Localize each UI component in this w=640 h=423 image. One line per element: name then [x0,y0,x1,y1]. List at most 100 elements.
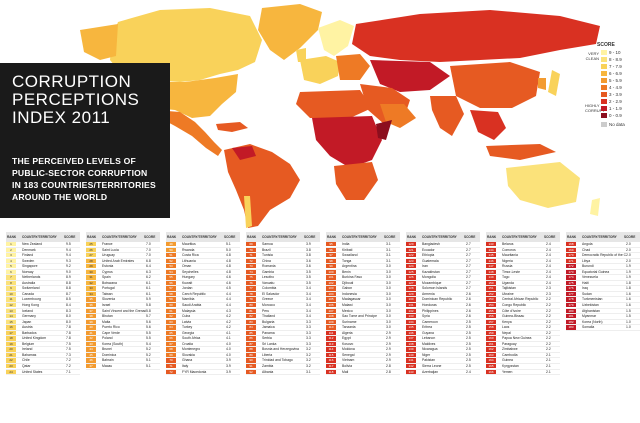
country-cell: Slovakia [182,352,195,357]
rank-cell: 14 [6,314,16,319]
score-cell: 3.3 [306,325,311,330]
country-cell: Armenia [422,291,435,296]
rank-cell: 126 [406,275,416,280]
score-cell: 2.7 [466,258,471,263]
table-row: 95 India 3.1 [326,242,400,248]
country-cell: Tajikistan [502,286,516,291]
rank-cell: 70 [166,358,176,363]
rank-cell: 13 [6,308,16,313]
rank-cell: 171 [566,258,576,263]
rank-cell: 128 [406,286,416,291]
score-cell: 2.8 [386,369,391,374]
rank-cell: 125 [406,269,416,275]
table-row: 159 Nepal 2.2 [486,330,560,337]
score-cell: 7.3 [66,352,71,357]
country-cell: Nigeria [502,258,513,263]
region-chile [244,196,252,228]
score-cell: 2.3 [546,286,551,291]
table-row: 8 Australia 8.8 [6,280,80,287]
country-cell: United States [22,369,43,374]
table-row: 139 Nicaragua 2.5 [406,347,480,353]
region-mexico [155,110,222,156]
country-cell: Ethiopia [422,253,435,258]
region-scandinavia [318,20,354,56]
country-cell: Poland [102,336,113,341]
score-cell: 4.0 [226,347,231,352]
country-cell: Senegal [342,352,355,357]
table-row: 97 Swaziland 3.1 [326,253,400,259]
score-cell: 2.9 [386,347,391,352]
rank-cell: 63 [166,319,176,324]
table-row: 127 Mozambique 2.7 [406,280,480,287]
rank-cell: 140 [406,352,416,358]
table-row: 169 Chad 2.0 [566,247,640,254]
country-cell: Kiribati [342,247,353,252]
rank-cell: 82 [246,314,256,319]
table-row: 85 Panama 3.3 [246,330,320,337]
country-cell: Italy [182,364,189,369]
table-row: 30 Cyprus 6.3 [86,269,160,276]
score-cell: 3.4 [306,286,311,291]
country-cell: Oman [182,264,192,269]
score-cell: 3.0 [386,319,391,324]
table-row: 179 Uzbekistan 1.6 [566,303,640,309]
table-row: 80 Morocco 3.4 [246,303,320,309]
country-cell: Uganda [502,280,514,285]
score-cell: 1.0 [626,325,631,330]
country-cell: Djibouti [342,280,354,285]
country-cell: Lebanon [422,336,436,341]
score-cell: 5.1 [146,364,151,369]
header-rank: RANK [407,235,417,239]
country-cell: Norway [22,269,34,274]
table-row: 35 Slovenia 5.9 [86,297,160,304]
country-cell: India [342,242,350,246]
score-cell: 3.1 [386,258,391,263]
table-row: 18 United Kingdom 7.8 [6,336,80,342]
rank-cell: 113 [326,341,336,347]
rank-cell: 59 [166,297,176,302]
country-cell: Hong Kong [22,303,39,308]
table-row: 13 Iceland 8.3 [6,308,80,315]
table-row: 70 Brazil 3.8 [246,247,320,254]
rank-cell: 133 [406,314,416,319]
legend-item: 0 - 0.9 [601,113,622,119]
legend-label: 6 - 6.9 [609,71,622,76]
rank-cell: 25 [86,242,96,247]
legend-item: 8 - 8.9 [601,57,622,63]
country-cell: Somalia [582,325,595,330]
country-cell: Turkmenistan [582,297,603,302]
table-row: 9 Switzerland 8.8 [6,286,80,292]
table-row: 178 Turkmenistan 1.6 [566,297,640,304]
table-row: 46 Bahrain 5.1 [86,358,160,365]
ranking-column: RANK COUNTRY/TERRITORY SCORE 1 New Zealand 9.… [6,232,80,376]
score-cell: 7.2 [66,364,71,369]
country-cell: Bhutan [102,314,113,319]
rank-cell: 153 [486,297,496,302]
country-cell: Eritrea [422,325,432,330]
rank-cell: 20 [6,347,16,352]
rank-cell: 95 [326,242,336,247]
country-cell: Kuwait [182,280,193,285]
rank-cell: 158 [486,325,496,330]
table-row: 106 Malawi 3.0 [326,303,400,309]
score-cell: 7.2 [66,358,71,363]
table-row: 81 Peru 3.4 [246,308,320,315]
table-row: 12 Hong Kong 8.4 [6,303,80,309]
country-cell: Korea (North) [582,319,603,324]
table-row: 89 Liberia 3.2 [246,352,320,359]
country-cell: Costa Rica [182,253,199,258]
score-cell: 3.0 [386,286,391,291]
rank-cell: 110 [326,325,336,330]
score-cell: 3.5 [306,269,311,274]
table-row: 14 Germany 8.0 [6,314,80,320]
score-cell: 6.2 [146,275,151,280]
score-cell: 3.0 [386,308,391,313]
rank-cell: 79 [246,297,256,302]
rank-cell: 142 [406,364,416,369]
country-cell: Comoros [502,247,516,252]
rank-cell: 87 [246,341,256,347]
score-cell: 2.7 [466,280,471,285]
ranking-column: RANK COUNTRY/TERRITORY SCORE 143 Belarus 2.4 1… [486,232,560,376]
rank-cell: 49 [166,242,176,247]
score-cell: 1.9 [626,275,631,280]
